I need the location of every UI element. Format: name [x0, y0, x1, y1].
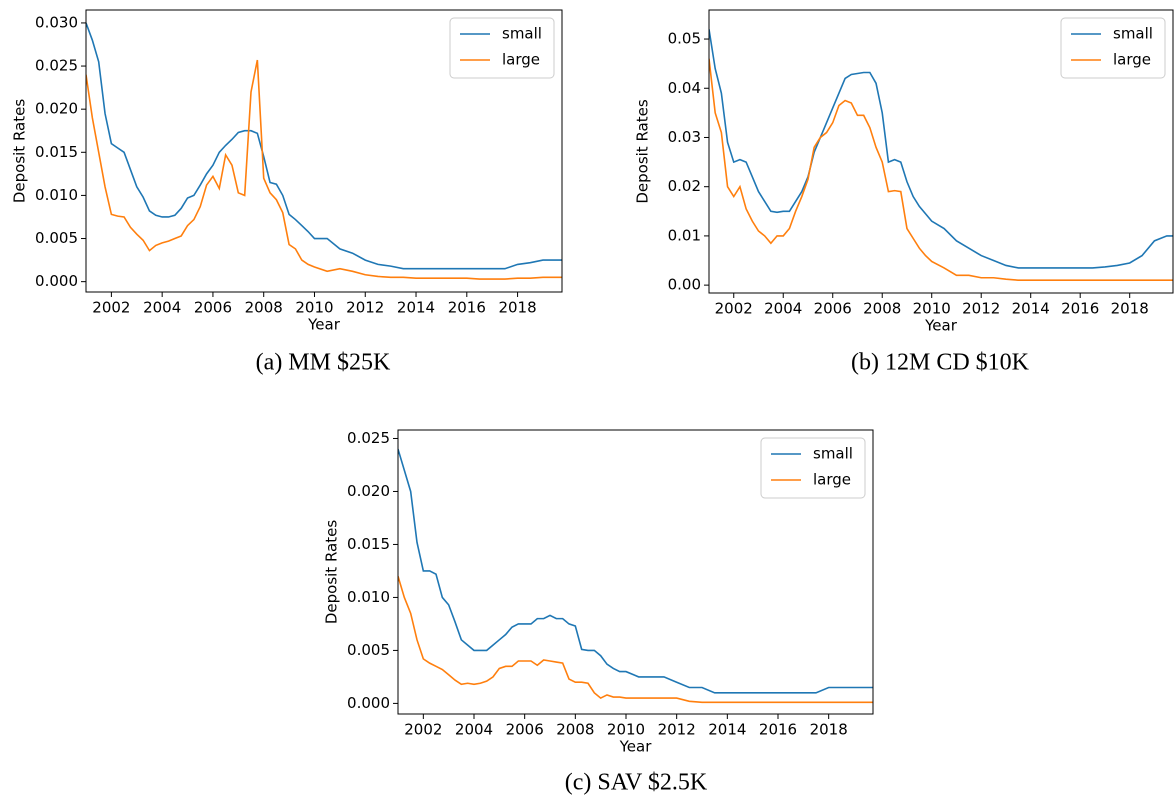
series-line — [398, 448, 873, 694]
caption: (c) SAV $2.5K — [565, 770, 708, 796]
x-tick-label: 2004 — [764, 300, 802, 318]
series-line — [709, 29, 1173, 269]
y-tick-label: 0.025 — [35, 57, 78, 75]
y-tick-label: 0.005 — [35, 229, 78, 247]
legend-label: large — [1113, 51, 1151, 69]
y-axis-label: Deposit Rates — [634, 99, 652, 204]
x-tick-label: 2016 — [1061, 300, 1099, 318]
y-axis-label: Deposit Rates — [11, 99, 29, 204]
x-tick-label: 2012 — [346, 299, 384, 317]
legend-box — [449, 17, 555, 79]
y-tick-label: 0.010 — [35, 186, 78, 204]
y-tick-label: 0.00 — [668, 276, 701, 294]
x-axis-label: Year — [924, 317, 958, 335]
y-tick-label: 0.025 — [347, 429, 390, 447]
x-tick-label: 2008 — [245, 299, 283, 317]
axes-frame — [85, 9, 563, 293]
x-tick-label: 2012 — [658, 721, 696, 739]
x-tick-label: 2014 — [1012, 300, 1050, 318]
y-tick-label: 0.000 — [347, 694, 390, 712]
x-tick-label: 2018 — [810, 721, 848, 739]
x-tick-label: 2010 — [913, 300, 951, 318]
y-tick-label: 0.04 — [668, 79, 701, 97]
x-tick-label: 2002 — [715, 300, 753, 318]
x-tick-label: 2018 — [498, 299, 536, 317]
y-tick-label: 0.015 — [35, 143, 78, 161]
caption: (b) 12M CD $10K — [851, 350, 1030, 376]
x-tick-label: 2004 — [455, 721, 493, 739]
y-tick-label: 0.02 — [668, 177, 701, 195]
y-tick-label: 0.015 — [347, 535, 390, 553]
legend-label: large — [502, 51, 540, 69]
x-tick-label: 2006 — [506, 721, 544, 739]
x-tick-label: 2016 — [759, 721, 797, 739]
legend-box — [1060, 17, 1166, 79]
x-tick-label: 2006 — [194, 299, 232, 317]
y-tick-label: 0.01 — [668, 226, 701, 244]
x-axis-label: Year — [307, 316, 341, 334]
x-tick-label: 2016 — [448, 299, 486, 317]
y-tick-label: 0.05 — [668, 30, 701, 48]
x-tick-label: 2010 — [607, 721, 645, 739]
y-tick-label: 0.010 — [347, 588, 390, 606]
axes-frame — [708, 9, 1174, 294]
x-tick-label: 2008 — [556, 721, 594, 739]
y-tick-label: 0.03 — [668, 128, 701, 146]
series-line — [86, 59, 562, 280]
y-axis-label: Deposit Rates — [323, 520, 341, 625]
legend-label: small — [502, 25, 542, 43]
x-tick-label: 2012 — [962, 300, 1000, 318]
legend-label: small — [813, 445, 853, 463]
x-tick-label: 2008 — [863, 300, 901, 318]
x-axis-label: Year — [619, 738, 653, 756]
caption: (a) MM $25K — [256, 350, 391, 376]
y-tick-label: 0.000 — [35, 272, 78, 290]
x-tick-label: 2014 — [708, 721, 746, 739]
x-tick-label: 2014 — [397, 299, 435, 317]
y-tick-label: 0.020 — [347, 482, 390, 500]
axes-frame — [397, 429, 874, 715]
y-tick-label: 0.030 — [35, 13, 78, 31]
x-tick-label: 2006 — [814, 300, 852, 318]
series-line — [86, 22, 562, 270]
y-tick-label: 0.020 — [35, 100, 78, 118]
y-tick-label: 0.005 — [347, 641, 390, 659]
legend-label: small — [1113, 25, 1153, 43]
x-tick-label: 2010 — [295, 299, 333, 317]
series-line — [709, 58, 1173, 281]
x-tick-label: 2018 — [1111, 300, 1149, 318]
x-tick-label: 2002 — [92, 299, 130, 317]
x-tick-label: 2004 — [143, 299, 181, 317]
series-line — [398, 576, 873, 704]
legend-box — [760, 437, 866, 499]
x-tick-label: 2002 — [404, 721, 442, 739]
legend-label: large — [813, 471, 851, 489]
